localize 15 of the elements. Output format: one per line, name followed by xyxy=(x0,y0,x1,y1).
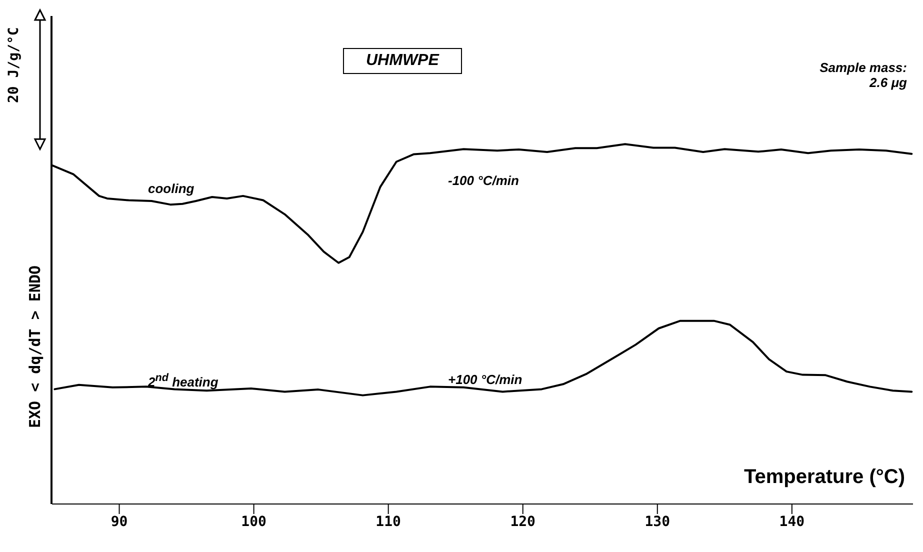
x-tick-label: 90 xyxy=(110,514,128,530)
x-tick-label: 110 xyxy=(376,514,401,530)
text: UHMWPE xyxy=(343,48,462,74)
y-axis-title: EXO < dq/dT > ENDO xyxy=(26,265,44,428)
x-tick-label: 140 xyxy=(779,514,805,530)
x-tick-label: 130 xyxy=(644,514,670,530)
text: 20 J/g/°C xyxy=(6,27,22,103)
annotation: +100 °C/min xyxy=(448,372,522,387)
text: Sample mass: 2.6 μg xyxy=(818,60,907,90)
series-label: 2$^{nd}$ heating xyxy=(148,372,218,390)
x-tick-label: 120 xyxy=(510,514,536,530)
x-axis-title: Temperature (°C) xyxy=(744,466,905,489)
x-tick-label: 100 xyxy=(241,514,266,530)
annotation: -100 °C/min xyxy=(448,173,519,188)
series-label: cooling xyxy=(148,181,194,196)
